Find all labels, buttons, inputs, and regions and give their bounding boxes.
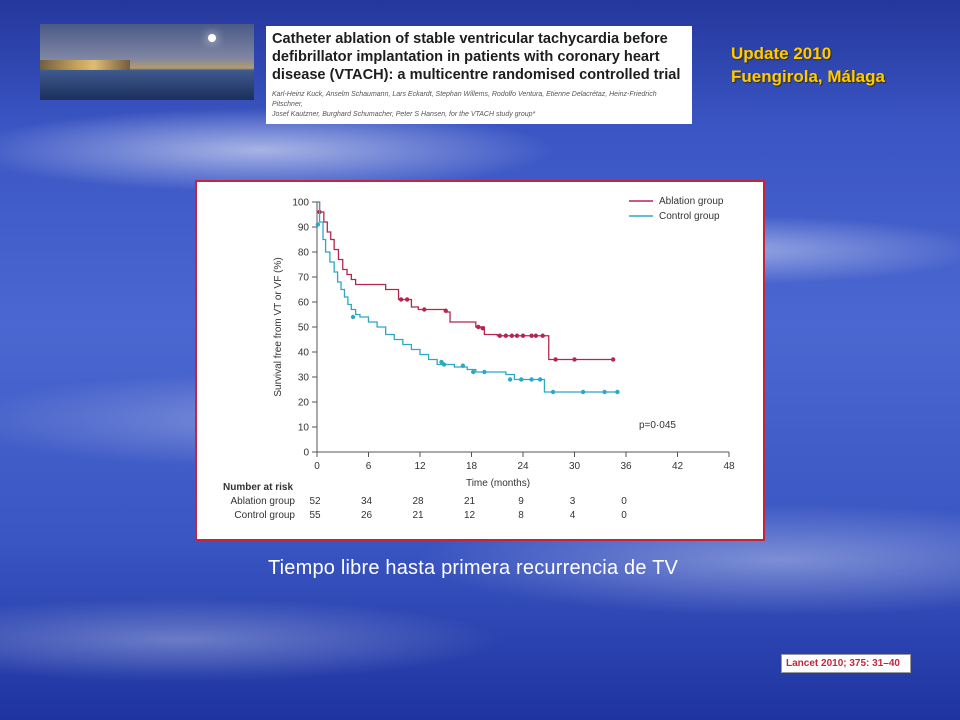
censor-mark-ablation (503, 333, 509, 338)
censor-mark-control (615, 389, 620, 395)
x-tick-label: 6 (366, 461, 372, 472)
y-tick-label: 40 (298, 348, 310, 359)
paper-title: Catheter ablation of stable ventricular … (272, 31, 681, 83)
beach-photo (40, 24, 254, 100)
y-axis-label: Survival free from VT or VF (%) (273, 257, 284, 396)
y-tick-label: 80 (298, 248, 310, 259)
censor-mark-control (580, 389, 586, 395)
censor-mark-control (537, 377, 543, 382)
censor-mark-control (460, 363, 466, 368)
censor-mark-control (602, 389, 607, 395)
risk-row-label: Ablation group (231, 496, 296, 507)
y-tick-label: 20 (298, 398, 310, 409)
x-tick-label: 30 (569, 461, 581, 472)
censor-mark-ablation (497, 333, 503, 338)
y-tick-label: 0 (303, 448, 309, 459)
x-tick-label: 18 (466, 461, 478, 472)
x-tick-label: 42 (672, 461, 684, 472)
censor-mark-ablation (533, 333, 539, 338)
y-tick-label: 100 (292, 198, 309, 209)
censor-mark-control (529, 377, 534, 382)
slide-caption: Tiempo libre hasta primera recurrencia d… (267, 557, 679, 579)
censor-mark-ablation (553, 357, 558, 362)
legend-label-control: Control group (659, 211, 720, 222)
x-tick-label: 12 (414, 461, 426, 472)
risk-value: 3 (570, 496, 576, 507)
km-chart-frame: 0 10 20 30 40 50 60 70 80 90 100 0 6 12 18 24 30 36 42 48 Ti… (195, 180, 765, 541)
y-tick-label: 10 (298, 423, 310, 434)
censor-mark-ablation (480, 326, 485, 331)
legend-label-ablation: Ablation group (659, 196, 724, 207)
x-tick-label: 24 (517, 461, 529, 472)
km-curve-ablation (317, 201, 614, 361)
censor-mark-ablation (572, 357, 577, 362)
risk-value: 0 (621, 510, 627, 521)
photo-sea (40, 70, 254, 100)
risk-value: 21 (464, 496, 476, 507)
x-tick-label: 36 (620, 461, 632, 472)
y-tick-label: 50 (298, 323, 310, 334)
censor-mark-control (441, 362, 447, 367)
censor-mark-ablation (443, 308, 448, 313)
censor-mark-control (315, 222, 321, 227)
censor-mark-control (350, 314, 356, 320)
censor-mark-control (550, 389, 556, 395)
risk-value: 34 (361, 496, 373, 507)
risk-value: 55 (309, 510, 321, 521)
censor-mark-ablation (398, 297, 404, 302)
censor-mark-control (482, 369, 487, 375)
risk-value: 28 (412, 496, 424, 507)
x-axis-label: Time (months) (466, 478, 530, 489)
censor-mark-control (507, 377, 513, 382)
censor-mark-ablation (476, 324, 481, 330)
risk-value: 8 (518, 510, 524, 521)
censor-mark-ablation (404, 297, 410, 302)
paper-header: Catheter ablation of stable ventricular … (266, 26, 692, 124)
km-curve-control (317, 201, 618, 393)
censor-mark-ablation (610, 357, 616, 362)
risk-value: 52 (309, 496, 321, 507)
censor-mark-ablation (520, 333, 526, 338)
x-tick-label: 48 (723, 461, 735, 472)
citation-badge: Lancet 2010; 375: 31–40 (781, 654, 911, 673)
y-tick-label: 90 (298, 223, 310, 234)
risk-value: 4 (570, 510, 576, 521)
risk-value: 9 (518, 496, 524, 507)
risk-value: 12 (464, 510, 476, 521)
y-tick-label: 30 (298, 373, 310, 384)
x-tick-label: 0 (314, 461, 320, 472)
risk-value: 0 (621, 496, 627, 507)
risk-row-label: Control group (234, 510, 295, 521)
paper-authors: Karl-Heinz Kuck, Anselm Schaumann, Lars … (272, 91, 657, 118)
censor-mark-ablation (422, 307, 427, 312)
y-tick-label: 60 (298, 298, 310, 309)
censor-mark-ablation (540, 333, 545, 338)
risk-value: 21 (412, 510, 424, 521)
censor-mark-ablation (529, 333, 534, 338)
censor-mark-ablation (514, 333, 520, 338)
censor-mark-control (471, 369, 476, 375)
y-tick-label: 70 (298, 273, 310, 284)
photo-moon (208, 34, 216, 42)
censor-mark-control (519, 377, 524, 382)
censor-mark-ablation (509, 333, 515, 338)
risk-value: 26 (361, 510, 373, 521)
p-value-annotation: p=0·045 (639, 420, 676, 431)
risk-table-header: Number at risk (223, 482, 293, 493)
update-label: Update 2010 Fuengirola, Málaga (731, 44, 885, 86)
